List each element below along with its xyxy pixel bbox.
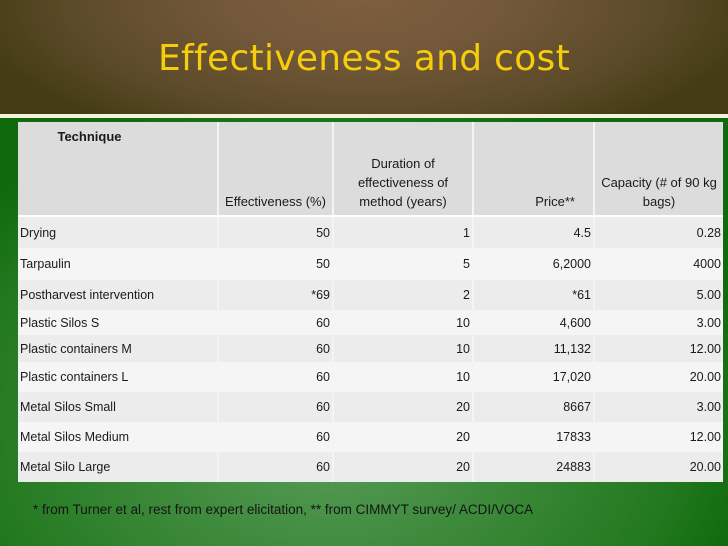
cell-effectiveness: 50 (218, 248, 334, 280)
table-row: Drying 50 1 4.5 0.28 (18, 216, 723, 248)
cell-duration: 20 (333, 452, 474, 482)
cell-capacity: 20.00 (594, 452, 723, 482)
cell-duration: 1 (333, 216, 474, 248)
cell-duration: 10 (333, 335, 474, 362)
cell-effectiveness: 60 (218, 362, 334, 392)
cell-price: 8667 (473, 392, 595, 422)
cell-capacity: 4000 (594, 248, 723, 280)
cell-price: 4,600 (473, 310, 595, 335)
cell-capacity: 3.00 (594, 392, 723, 422)
cell-effectiveness: 60 (218, 335, 334, 362)
cell-capacity: 12.00 (594, 335, 723, 362)
cell-duration: 2 (333, 280, 474, 310)
cell-effectiveness: *69 (218, 280, 334, 310)
header-technique: Technique (18, 122, 219, 217)
cell-price: 11,132 (473, 335, 595, 362)
cell-duration: 5 (333, 248, 474, 280)
table-row: Tarpaulin 50 5 6,2000 4000 (18, 248, 723, 280)
cell-price: 24883 (473, 452, 595, 482)
cell-price: 6,2000 (473, 248, 595, 280)
table-row: Metal Silos Small 60 20 8667 3.00 (18, 392, 723, 422)
table-row: Metal Silo Large 60 20 24883 20.00 (18, 452, 723, 482)
cell-duration: 10 (333, 362, 474, 392)
cell-price: *61 (473, 280, 595, 310)
cell-effectiveness: 60 (218, 422, 334, 452)
table-row: Plastic containers L 60 10 17,020 20.00 (18, 362, 723, 392)
header-price: Price** (473, 122, 595, 217)
cell-capacity: 3.00 (594, 310, 723, 335)
cell-technique: Plastic containers L (18, 362, 219, 392)
slide-title: Effectiveness and cost (158, 38, 570, 79)
cell-capacity: 12.00 (594, 422, 723, 452)
effectiveness-cost-table: Technique Effectiveness (%) Duration of … (18, 122, 723, 482)
cell-effectiveness: 60 (218, 392, 334, 422)
table-row: Metal Silos Medium 60 20 17833 12.00 (18, 422, 723, 452)
header-capacity: Capacity (# of 90 kg bags) (594, 122, 723, 217)
cell-duration: 20 (333, 392, 474, 422)
cell-duration: 20 (333, 422, 474, 452)
cell-technique: Drying (18, 216, 219, 248)
table-header-row: Technique Effectiveness (%) Duration of … (18, 122, 723, 217)
cell-capacity: 0.28 (594, 216, 723, 248)
header-duration: Duration of effectiveness of method (yea… (333, 122, 474, 217)
table-row: Plastic containers M 60 10 11,132 12.00 (18, 335, 723, 362)
cell-technique: Plastic containers M (18, 335, 219, 362)
cell-effectiveness: 60 (218, 452, 334, 482)
table-row: Plastic Silos S 60 10 4,600 3.00 (18, 310, 723, 335)
cell-effectiveness: 50 (218, 216, 334, 248)
cell-technique: Metal Silo Large (18, 452, 219, 482)
cell-technique: Postharvest intervention (18, 280, 219, 310)
cell-price: 4.5 (473, 216, 595, 248)
header-effectiveness: Effectiveness (%) (218, 122, 334, 217)
cell-technique: Tarpaulin (18, 248, 219, 280)
title-band (0, 0, 728, 114)
table-row: Postharvest intervention *69 2 *61 5.00 (18, 280, 723, 310)
cell-technique: Plastic Silos S (18, 310, 219, 335)
title-divider (0, 114, 728, 118)
cell-price: 17833 (473, 422, 595, 452)
cell-price: 17,020 (473, 362, 595, 392)
cell-technique: Metal Silos Medium (18, 422, 219, 452)
cell-technique: Metal Silos Small (18, 392, 219, 422)
cell-effectiveness: 60 (218, 310, 334, 335)
cell-capacity: 20.00 (594, 362, 723, 392)
footnote: * from Turner et al, rest from expert el… (33, 502, 534, 517)
cell-duration: 10 (333, 310, 474, 335)
cell-capacity: 5.00 (594, 280, 723, 310)
